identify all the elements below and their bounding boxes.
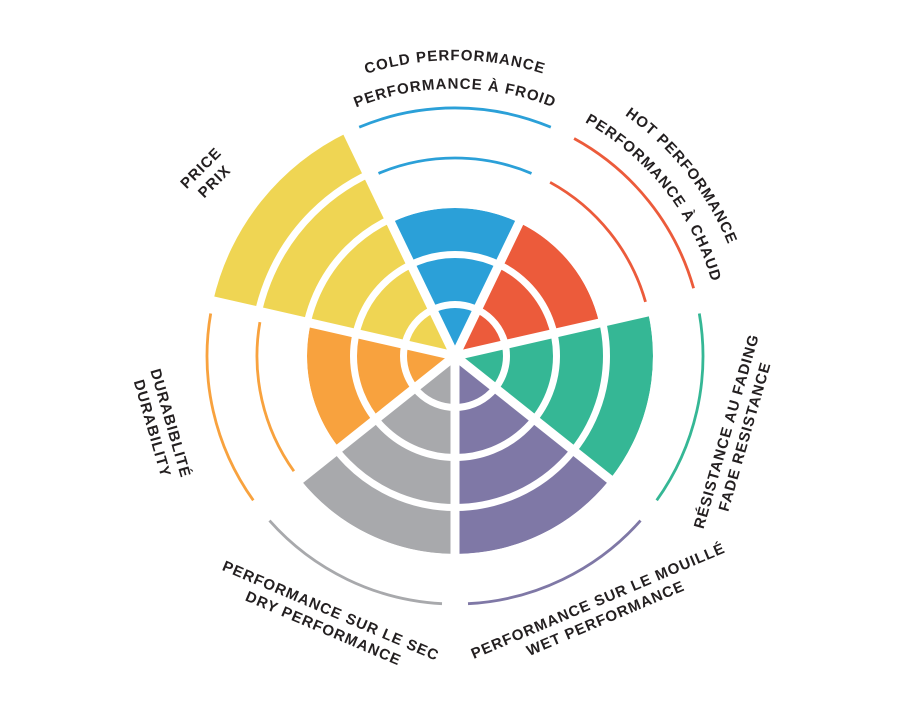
level-arc-hot-5 xyxy=(573,137,695,289)
level-arc-hot-4 xyxy=(549,181,647,303)
label-dry: PERFORMANCE SUR LE SEC DRY PERFORMANCE xyxy=(220,558,442,670)
cold-label-fr: PERFORMANCE À FROID xyxy=(351,76,558,112)
wedge-cold xyxy=(390,208,520,356)
level-arc-dry-5 xyxy=(268,519,443,606)
level-arc-durability-5 xyxy=(205,313,255,502)
level-arc-wet-5 xyxy=(467,519,642,606)
dry-label-fr: PERFORMANCE SUR LE SEC xyxy=(220,558,442,665)
wedge-separator xyxy=(452,352,656,518)
cold-label-en: COLD PERFORMANCE xyxy=(362,47,547,77)
label-wet: PERFORMANCE SUR LE MOUILLÉ WET PERFORMAN… xyxy=(469,540,728,663)
hot-label-en: HOT PERFORMANCE xyxy=(622,104,740,246)
label-hot: HOT PERFORMANCE PERFORMANCE À CHAUD xyxy=(583,104,740,283)
label-cold: COLD PERFORMANCE PERFORMANCE À FROID xyxy=(351,47,558,112)
wedge-durability xyxy=(306,323,455,449)
wedge-separator xyxy=(450,126,569,358)
label-fade: RÉSISTANCE AU FADING FADE RESISTANCE xyxy=(691,332,775,531)
wedge-separator xyxy=(207,295,457,361)
label-price: PRICE PRIX xyxy=(177,144,234,201)
wedge-price xyxy=(213,132,455,356)
wheel xyxy=(205,106,705,609)
wedge-separator xyxy=(453,295,703,361)
level-arc-fade-5 xyxy=(655,313,705,502)
label-durability: DURABIBLITÉ DURABILITY xyxy=(130,367,194,480)
level-arc-durability-4 xyxy=(255,321,296,473)
wedge-separator xyxy=(341,126,460,358)
level-arc-cold-4 xyxy=(377,156,533,175)
level-arc-cold-5 xyxy=(358,106,552,129)
wedge-separator xyxy=(254,352,458,518)
